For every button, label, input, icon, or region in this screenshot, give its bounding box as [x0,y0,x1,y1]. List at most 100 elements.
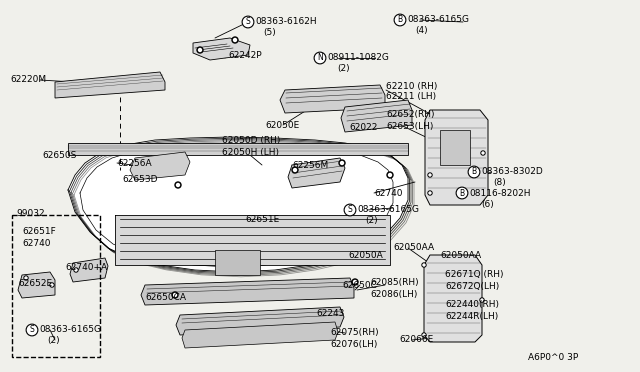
Text: (8): (8) [493,179,506,187]
Text: 62242P: 62242P [228,51,262,60]
Polygon shape [68,137,408,272]
Text: 62650CA: 62650CA [145,294,186,302]
Text: 62653(LH): 62653(LH) [386,122,433,131]
Text: 62220M: 62220M [10,76,46,84]
Text: 62651F: 62651F [22,228,56,237]
Circle shape [50,283,54,287]
Text: 62050H (LH): 62050H (LH) [222,148,279,157]
Polygon shape [176,307,344,335]
Text: B: B [472,167,477,176]
Text: 62022: 62022 [349,124,378,132]
Circle shape [25,277,27,279]
Circle shape [173,294,177,296]
Circle shape [388,173,392,176]
Circle shape [422,263,426,267]
Polygon shape [215,250,260,275]
Text: 08363-8302D: 08363-8302D [481,167,543,176]
Text: B: B [460,189,465,198]
Text: 62066E: 62066E [399,336,433,344]
Circle shape [294,169,296,171]
Text: 62672Q(LH): 62672Q(LH) [445,282,499,292]
Circle shape [429,192,431,194]
Text: 99032: 99032 [16,208,45,218]
Text: 62740: 62740 [374,189,403,198]
Text: 62050AA: 62050AA [440,250,481,260]
Text: 62050D (RH): 62050D (RH) [222,135,280,144]
Circle shape [423,264,425,266]
Text: (2): (2) [365,217,378,225]
Circle shape [481,299,483,301]
Text: (5): (5) [263,29,276,38]
Circle shape [197,47,203,53]
Text: 08116-8202H: 08116-8202H [469,189,531,198]
Text: 62050AA: 62050AA [393,244,434,253]
Circle shape [198,48,202,51]
Polygon shape [425,110,488,205]
Text: 62050A: 62050A [348,250,383,260]
Text: N: N [317,54,323,62]
Text: A6P0^0 3P: A6P0^0 3P [528,353,579,362]
Text: 62076(LH): 62076(LH) [330,340,378,349]
Text: 08363-6165G: 08363-6165G [407,16,469,25]
Circle shape [175,182,181,188]
Circle shape [232,37,238,43]
Text: 62740: 62740 [22,240,51,248]
Text: 62650C: 62650C [342,280,377,289]
Text: 62210 (RH): 62210 (RH) [386,81,437,90]
Text: 62652E: 62652E [18,279,52,288]
Circle shape [177,183,179,186]
Text: 622440(RH): 622440(RH) [445,301,499,310]
Text: 62050E: 62050E [265,121,300,129]
Text: 62256M: 62256M [292,160,328,170]
Text: 62244R(LH): 62244R(LH) [445,312,499,321]
Circle shape [481,151,485,155]
Polygon shape [341,100,412,132]
Circle shape [387,172,393,178]
Polygon shape [440,130,470,165]
Text: 62256A: 62256A [117,158,152,167]
Text: 08363-6162H: 08363-6162H [255,17,317,26]
Text: 62085(RH): 62085(RH) [370,279,419,288]
Text: (6): (6) [481,199,493,208]
Circle shape [292,167,298,173]
Text: 62211 (LH): 62211 (LH) [386,93,436,102]
Text: 62653D: 62653D [122,176,157,185]
Polygon shape [130,152,190,180]
Text: S: S [29,326,35,334]
Text: 62671Q (RH): 62671Q (RH) [445,270,504,279]
Polygon shape [18,272,55,298]
Text: 62650S: 62650S [42,151,76,160]
Polygon shape [141,278,354,305]
Text: 62243: 62243 [316,310,344,318]
Polygon shape [182,322,338,348]
Circle shape [480,298,484,302]
Polygon shape [55,72,165,98]
Polygon shape [115,215,390,265]
Circle shape [429,174,431,176]
Circle shape [482,152,484,154]
Polygon shape [288,158,345,188]
Circle shape [74,268,78,272]
Circle shape [234,38,237,42]
Circle shape [339,160,345,166]
Circle shape [422,333,426,337]
Circle shape [172,292,178,298]
Text: 08363-6165G: 08363-6165G [357,205,419,215]
Circle shape [352,279,358,285]
Text: B: B [397,16,403,25]
Text: 62086(LH): 62086(LH) [370,289,417,298]
Text: S: S [246,17,250,26]
Polygon shape [68,143,408,155]
Polygon shape [424,255,482,342]
Circle shape [51,284,53,286]
Text: 62651E: 62651E [245,215,279,224]
Circle shape [353,280,356,283]
Circle shape [428,191,432,195]
Text: (2): (2) [47,337,60,346]
Text: 08911-1082G: 08911-1082G [327,54,389,62]
Text: 62740+A: 62740+A [65,263,107,273]
Text: 62075(RH): 62075(RH) [330,327,379,337]
Text: 08363-6165G: 08363-6165G [39,326,101,334]
Text: 62652(RH): 62652(RH) [386,110,435,119]
Circle shape [24,276,28,280]
